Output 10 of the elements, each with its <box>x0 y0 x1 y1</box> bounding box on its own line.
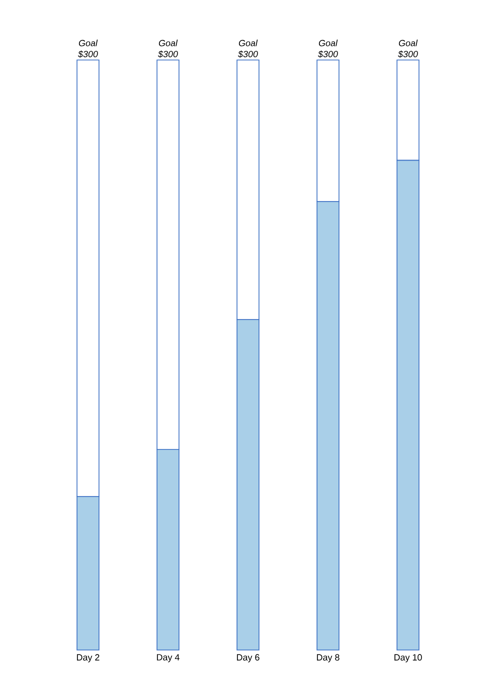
x-tick-label: Day 6 <box>236 654 260 662</box>
annotation: Goal $300 <box>398 40 418 58</box>
annotation: Goal $300 <box>158 40 178 58</box>
x-tick-label: Day 4 <box>156 654 180 662</box>
x-tick-label: Day 10 <box>394 654 422 662</box>
annotation: Goal $300 <box>238 40 258 58</box>
x-tick-label: Day 8 <box>316 654 340 662</box>
annotation: Goal $300 <box>78 40 98 58</box>
x-tick-label: Day 2 <box>76 654 100 662</box>
annotation: Goal $300 <box>318 40 338 58</box>
